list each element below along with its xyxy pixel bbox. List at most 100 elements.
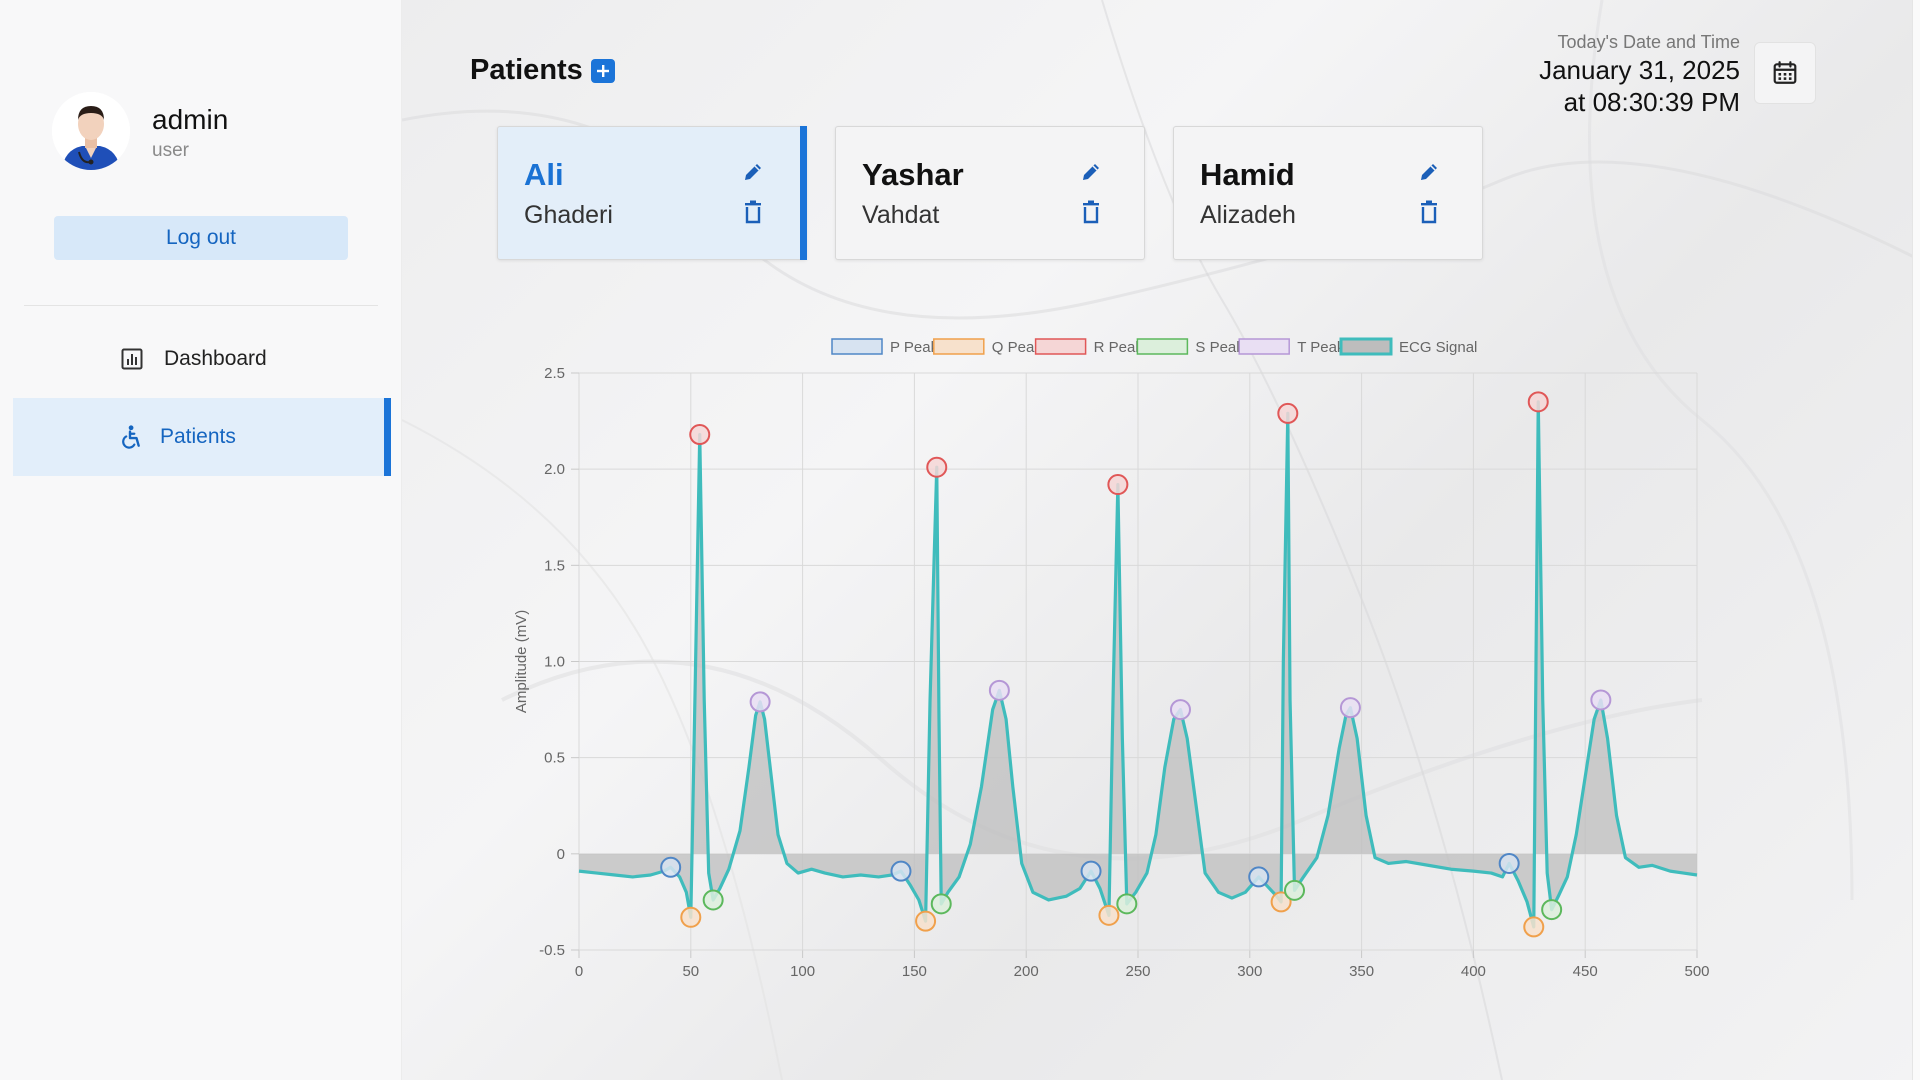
q-peak-point	[1098, 904, 1120, 926]
p-peak-point	[660, 856, 682, 878]
patient-last-name: Alizadeh	[1200, 201, 1296, 229]
y-tick-label: 0.5	[544, 750, 565, 767]
q-peak-point	[1270, 891, 1292, 913]
plus-icon	[596, 64, 609, 77]
q-peak-point	[915, 910, 937, 932]
x-tick-label: 350	[1349, 963, 1374, 980]
y-tick-label: 1.0	[544, 654, 565, 671]
calendar-button[interactable]	[1754, 42, 1816, 104]
legend-swatch	[831, 338, 883, 355]
p-peak-point	[1498, 852, 1520, 874]
sidebar-item-patients[interactable]: Patients	[13, 398, 391, 476]
t-peak-point	[749, 691, 771, 713]
legend-swatch	[1238, 338, 1290, 355]
sidebar: admin user Log out Dashboard Patients	[0, 0, 402, 1080]
legend-item-r-peak[interactable]: R Peak	[1034, 338, 1144, 356]
add-patient-button[interactable]	[590, 58, 615, 83]
q-peak-point	[1523, 916, 1545, 938]
legend-swatch	[1339, 337, 1393, 356]
legend-item-p-peak[interactable]: P Peak	[831, 338, 939, 356]
ecg-chart-svg: 0 50 100 150 200 250 300 350 400 450 500 -0.5 0 0.5 1.…	[513, 337, 1710, 980]
y-tick-label: 1.5	[544, 557, 565, 574]
x-tick-label: 500	[1684, 963, 1709, 980]
s-peak-point	[702, 889, 724, 911]
edit-patient-button[interactable]	[1412, 155, 1446, 189]
x-tick-label: 300	[1237, 963, 1262, 980]
delete-patient-button[interactable]	[736, 195, 770, 229]
patient-last-name: Vahdat	[862, 201, 940, 229]
page-title-text: Patients	[470, 54, 583, 86]
t-peak-point	[1590, 689, 1612, 711]
x-tick-label: 0	[575, 963, 583, 980]
p-peak-point	[1248, 866, 1270, 888]
r-peak-point	[926, 456, 948, 478]
trash-icon	[1421, 200, 1437, 224]
patient-card-hamid[interactable]: Hamid Alizadeh	[1173, 126, 1483, 260]
t-peak-point	[1339, 697, 1361, 719]
r-peak-point	[689, 424, 711, 446]
legend-label: Q Peak	[992, 339, 1043, 356]
trash-icon	[745, 200, 761, 224]
user-role: user	[152, 140, 189, 161]
datetime-label: Today's Date and Time	[1557, 32, 1740, 52]
s-peak-point	[1116, 893, 1138, 915]
legend-item-s-peak[interactable]: S Peak	[1136, 338, 1244, 356]
delete-patient-button[interactable]	[1412, 195, 1446, 229]
r-peak-point	[1277, 402, 1299, 424]
legend-item-q-peak[interactable]: Q Peak	[933, 338, 1043, 356]
q-peak-point	[680, 906, 702, 928]
t-peak-point	[1169, 699, 1191, 721]
pencil-icon	[745, 164, 761, 180]
x-tick-label: 100	[790, 963, 815, 980]
s-peak-point	[1284, 879, 1306, 901]
user-name: admin	[152, 104, 229, 135]
y-tick-label: 2.5	[544, 365, 565, 382]
y-axis-label: Amplitude (mV)	[513, 610, 530, 713]
x-tick-label: 450	[1573, 963, 1598, 980]
patient-first-name: Hamid	[1200, 157, 1295, 192]
sidebar-divider	[24, 305, 378, 306]
pencil-icon	[1083, 164, 1099, 180]
y-tick-label: 2.0	[544, 461, 565, 478]
page-title: Patients	[470, 54, 615, 87]
x-tick-label: 50	[682, 963, 699, 980]
avatar	[52, 92, 130, 170]
scrollbar[interactable]	[1912, 0, 1920, 1080]
current-date: January 31, 2025	[1539, 55, 1740, 85]
y-tick-label: 0	[557, 846, 565, 863]
edit-patient-button[interactable]	[736, 155, 770, 189]
main-content: Patients Today's Date and Time January 3…	[402, 0, 1920, 1080]
user-profile: admin user	[52, 92, 372, 172]
p-peak-point	[1080, 860, 1102, 882]
legend-swatch	[1136, 338, 1189, 355]
legend-label: ECG Signal	[1399, 339, 1477, 356]
ecg-chart: 0 50 100 150 200 250 300 350 400 450 500 -0.5 0 0.5 1.…	[482, 330, 1812, 1000]
sidebar-item-label: Patients	[160, 425, 236, 448]
x-tick-label: 400	[1461, 963, 1486, 980]
x-tick-label: 200	[1014, 963, 1039, 980]
r-peak-point	[1107, 474, 1129, 496]
sidebar-item-dashboard[interactable]: Dashboard	[13, 320, 391, 398]
s-peak-point	[930, 893, 952, 915]
patient-card-ali[interactable]: Ali Ghaderi	[497, 126, 807, 260]
legend-label: S Peak	[1195, 339, 1244, 356]
x-tick-label: 250	[1125, 963, 1150, 980]
datetime-display: Today's Date and Time January 31, 2025 a…	[1539, 32, 1740, 118]
legend-item-ecg-signal[interactable]: ECG Signal	[1339, 337, 1477, 356]
s-peak-point	[1541, 899, 1563, 921]
logout-button[interactable]: Log out	[54, 216, 348, 260]
patient-card-yashar[interactable]: Yashar Vahdat	[835, 126, 1145, 260]
active-indicator	[384, 398, 391, 476]
sidebar-item-label: Dashboard	[164, 347, 267, 370]
active-indicator	[800, 126, 807, 260]
calendar-icon	[1773, 61, 1797, 84]
delete-patient-button[interactable]	[1074, 195, 1108, 229]
edit-patient-button[interactable]	[1074, 155, 1108, 189]
t-peak-point	[988, 679, 1010, 701]
legend-swatch	[1034, 338, 1087, 355]
legend-item-t-peak[interactable]: T Peak	[1238, 338, 1345, 356]
p-peak-point	[890, 860, 912, 882]
trash-icon	[1083, 200, 1099, 224]
x-tick-label: 150	[902, 963, 927, 980]
legend-label: P Peak	[890, 339, 939, 356]
